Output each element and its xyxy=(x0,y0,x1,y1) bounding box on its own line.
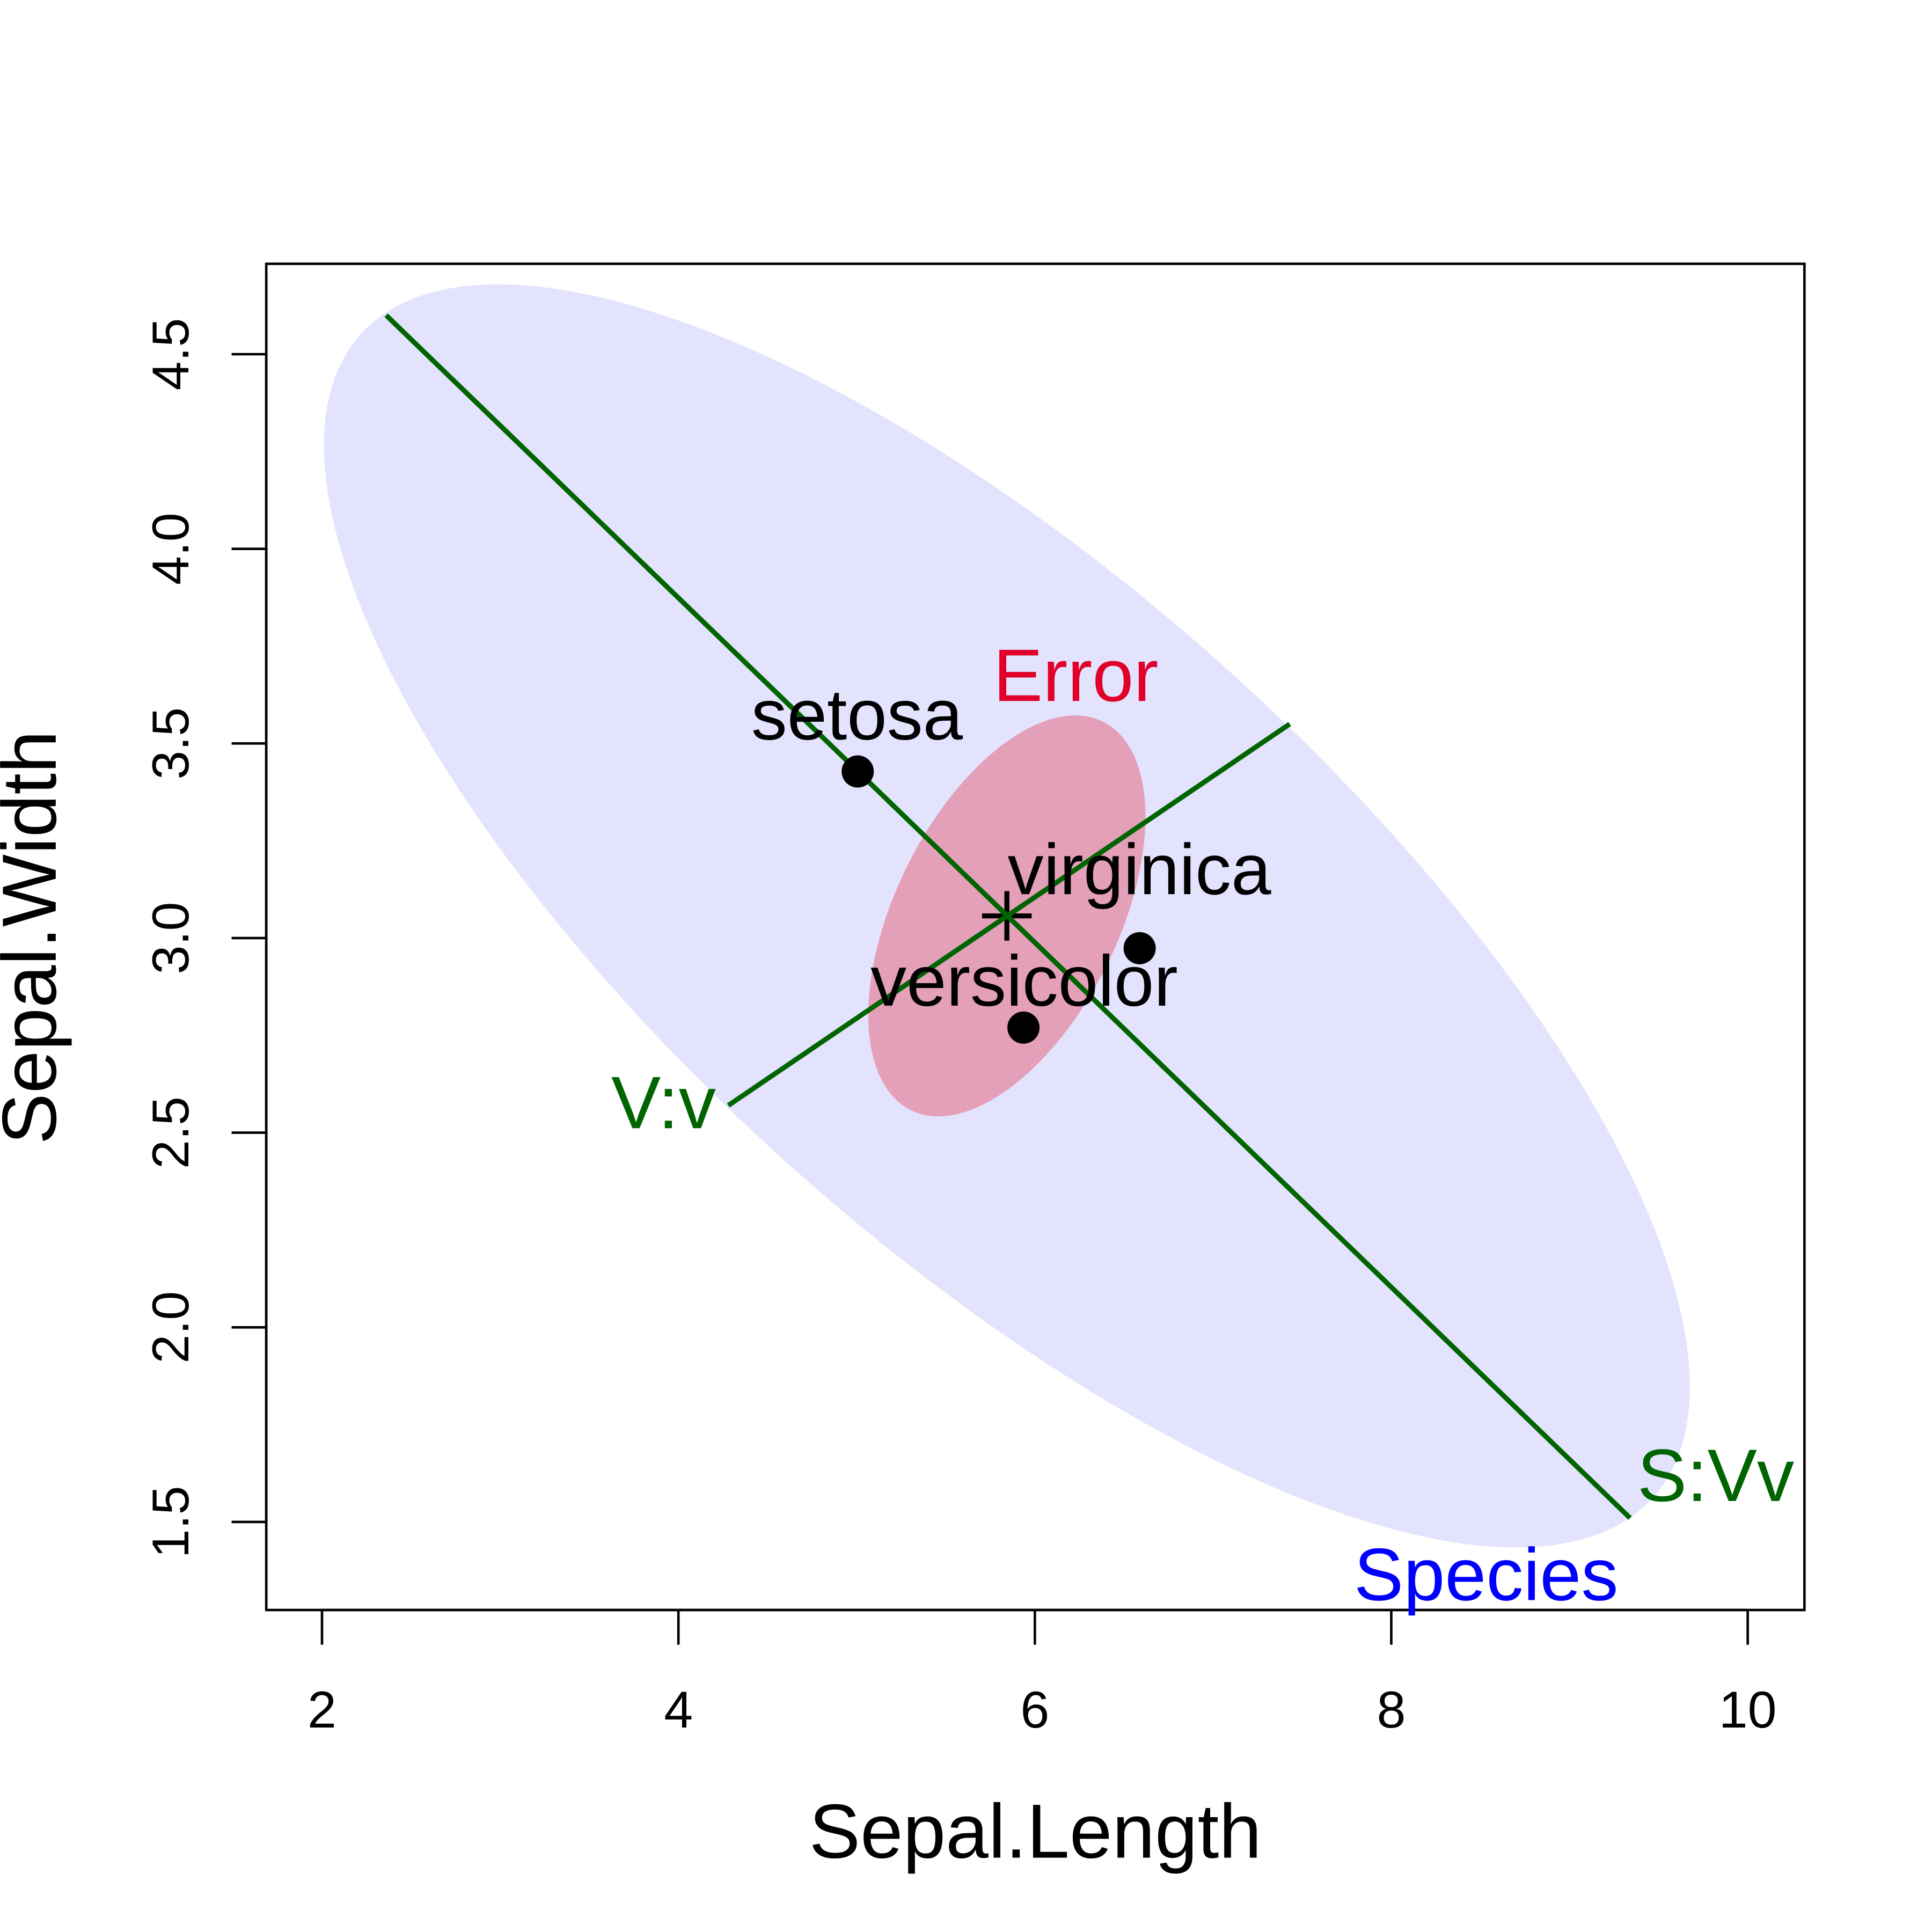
x-tick-label: 8 xyxy=(1377,1680,1406,1739)
y-tick-label: 4.5 xyxy=(141,318,200,391)
vector-v-v xyxy=(727,722,1291,1108)
y-axis-title: Sepal.Width xyxy=(0,730,72,1144)
x-tick-label: 4 xyxy=(664,1680,693,1739)
point-versicolor xyxy=(1007,1011,1040,1044)
y-tick-label: 1.5 xyxy=(141,1486,200,1558)
y-tick-label: 3.0 xyxy=(141,902,200,975)
x-axis-title: Sepal.Length xyxy=(809,1789,1262,1875)
point-label-setosa: setosa xyxy=(751,675,963,755)
vector-label-v-v: V:v xyxy=(611,1062,716,1144)
error-ellipse-label: Error xyxy=(993,634,1159,717)
y-tick-label: 4.0 xyxy=(141,513,200,585)
y-tick-label: 3.5 xyxy=(141,707,200,780)
y-tick-label: 2.0 xyxy=(141,1291,200,1364)
vector-label-s-vv: S:Vv xyxy=(1637,1435,1794,1517)
point-setosa xyxy=(841,755,874,788)
x-tick-label: 2 xyxy=(308,1680,336,1739)
species-ellipse-label: Species xyxy=(1354,1534,1619,1616)
y-tick-label: 2.5 xyxy=(141,1096,200,1169)
x-tick-label: 10 xyxy=(1719,1680,1777,1739)
point-label-virginica: virginica xyxy=(1008,830,1271,910)
x-tick-label: 6 xyxy=(1020,1680,1049,1739)
point-virginica xyxy=(1123,932,1156,964)
